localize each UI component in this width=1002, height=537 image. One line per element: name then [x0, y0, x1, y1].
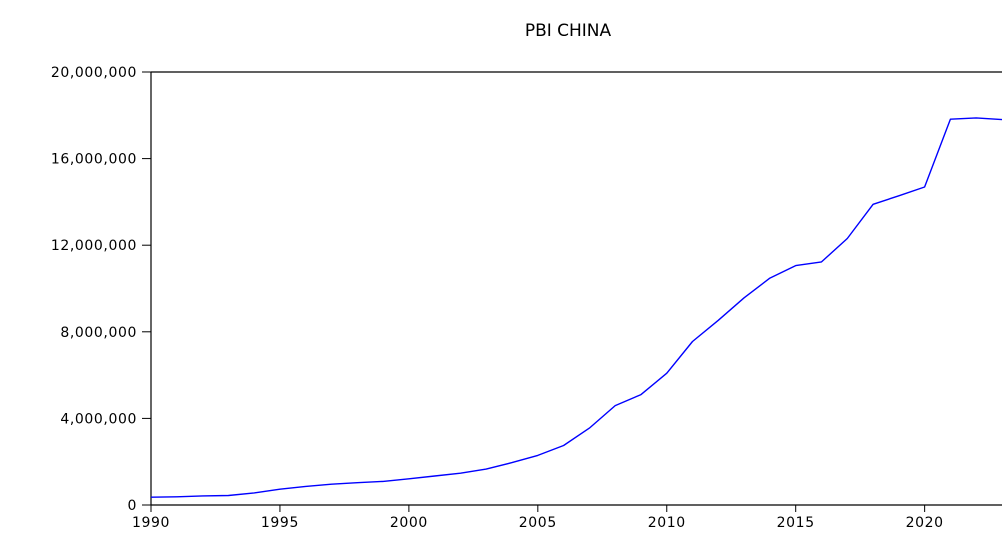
x-tick-label: 2000 [390, 515, 428, 531]
y-tick-label: 4,000,000 [60, 411, 137, 427]
y-tick-label: 0 [127, 498, 137, 514]
y-tick-label: 12,000,000 [51, 238, 137, 254]
x-tick-label: 2015 [777, 515, 815, 531]
series-layer [150, 117, 1002, 498]
y-axis: 0 4,000,000 8,000,000 12,000,000 16,000,000 2… [51, 65, 151, 514]
x-tick-label: 2005 [519, 515, 557, 531]
series-line [150, 117, 1002, 498]
chart-title: PBI CHINA [525, 21, 612, 41]
y-tick-label: 8,000,000 [60, 325, 137, 341]
x-tick-label: 1995 [261, 515, 299, 531]
y-tick-label: 16,000,000 [51, 152, 137, 168]
x-axis: 1990 1995 2000 2005 2010 2015 2020 [132, 505, 944, 531]
plot-frame [150, 71, 1002, 506]
x-tick-label: 2010 [648, 515, 686, 531]
x-tick-label: 2020 [906, 515, 944, 531]
y-tick-label: 20,000,000 [51, 65, 137, 81]
x-tick-label: 1990 [132, 515, 170, 531]
